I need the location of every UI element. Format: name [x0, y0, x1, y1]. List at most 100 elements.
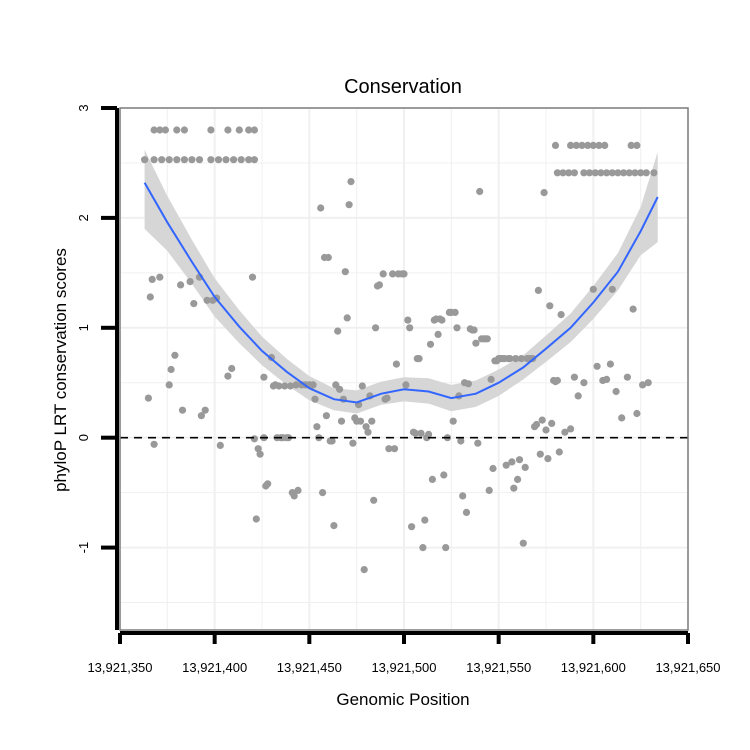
data-point	[485, 486, 493, 494]
data-point	[197, 412, 205, 420]
data-point	[534, 286, 543, 294]
data-point	[546, 302, 554, 310]
data-point	[425, 430, 433, 438]
data-point	[508, 458, 516, 466]
data-point	[286, 382, 294, 390]
data-point	[375, 281, 383, 289]
data-point	[178, 406, 187, 414]
data-point	[156, 126, 164, 134]
data-point	[510, 484, 518, 492]
data-point	[642, 169, 650, 177]
data-point	[540, 189, 548, 197]
data-point	[538, 416, 546, 424]
data-point	[585, 169, 594, 177]
data-point	[532, 420, 541, 429]
data-point	[502, 461, 510, 469]
data-point	[472, 339, 480, 347]
data-point	[292, 381, 300, 389]
data-point	[603, 375, 611, 383]
data-point	[548, 419, 556, 427]
data-point	[612, 387, 620, 396]
data-point	[565, 169, 573, 177]
data-point	[644, 379, 652, 387]
data-point	[324, 253, 332, 262]
data-point	[237, 156, 245, 164]
data-point	[544, 455, 552, 463]
data-point	[650, 169, 658, 177]
data-point	[341, 268, 349, 276]
data-point	[141, 156, 149, 164]
data-point	[156, 273, 164, 281]
data-point	[385, 445, 393, 453]
data-point	[372, 324, 380, 332]
data-point	[188, 156, 196, 164]
data-point	[144, 394, 152, 402]
y-tick-label: 3	[76, 104, 91, 111]
data-point	[512, 355, 520, 363]
data-point	[146, 293, 154, 301]
data-point	[203, 296, 211, 304]
data-point	[580, 379, 588, 387]
data-point	[419, 544, 427, 552]
data-point	[620, 169, 628, 177]
x-tick-label: 13,921,650	[655, 660, 720, 675]
x-tick-label: 13,921,450	[277, 660, 342, 675]
data-point	[190, 300, 198, 308]
data-point	[235, 126, 243, 134]
data-point	[313, 423, 321, 431]
grid	[119, 107, 689, 630]
data-point	[567, 141, 575, 149]
data-point	[250, 156, 258, 164]
data-point	[536, 450, 544, 458]
data-point	[214, 156, 223, 164]
data-point	[637, 169, 645, 177]
data-point	[328, 437, 336, 445]
data-point	[248, 273, 257, 281]
data-point	[597, 169, 605, 177]
data-point	[294, 486, 302, 494]
data-point	[290, 492, 298, 500]
data-point	[551, 141, 560, 149]
y-tick-label: 1	[76, 324, 91, 331]
data-point	[245, 156, 253, 164]
data-point	[319, 489, 327, 497]
x-axis: 13,921,350 13,921,400 13,921,450 13,921,500…	[87, 631, 721, 675]
data-point	[343, 314, 351, 322]
data-point	[254, 445, 262, 453]
data-point	[442, 544, 450, 552]
data-point	[519, 539, 527, 547]
data-point	[434, 330, 442, 338]
data-point	[158, 156, 166, 164]
data-point	[250, 126, 258, 134]
data-point	[411, 429, 419, 437]
data-point	[625, 169, 633, 177]
data-point	[606, 360, 615, 368]
data-point	[462, 508, 471, 516]
data-point	[345, 201, 353, 209]
x-axis-title: Genomic Position	[336, 690, 469, 709]
data-point	[322, 412, 330, 420]
data-point	[228, 364, 236, 373]
data-point	[476, 187, 484, 196]
data-point	[542, 426, 550, 434]
data-point	[593, 362, 601, 370]
data-point	[186, 278, 194, 286]
points-layer	[141, 126, 658, 574]
data-point	[336, 385, 344, 393]
data-point	[574, 392, 582, 400]
data-point	[589, 141, 597, 149]
data-point	[389, 270, 397, 278]
data-point	[553, 376, 562, 385]
data-point	[362, 423, 370, 431]
data-point	[222, 156, 230, 164]
data-point	[364, 428, 372, 436]
data-point	[580, 169, 588, 177]
data-point	[250, 435, 258, 443]
data-point	[623, 373, 632, 381]
smooth-line	[143, 182, 659, 404]
data-point	[334, 327, 342, 335]
data-point	[589, 285, 597, 293]
y-axis: -1 0 1 2 3	[76, 104, 119, 630]
data-point	[555, 448, 563, 456]
